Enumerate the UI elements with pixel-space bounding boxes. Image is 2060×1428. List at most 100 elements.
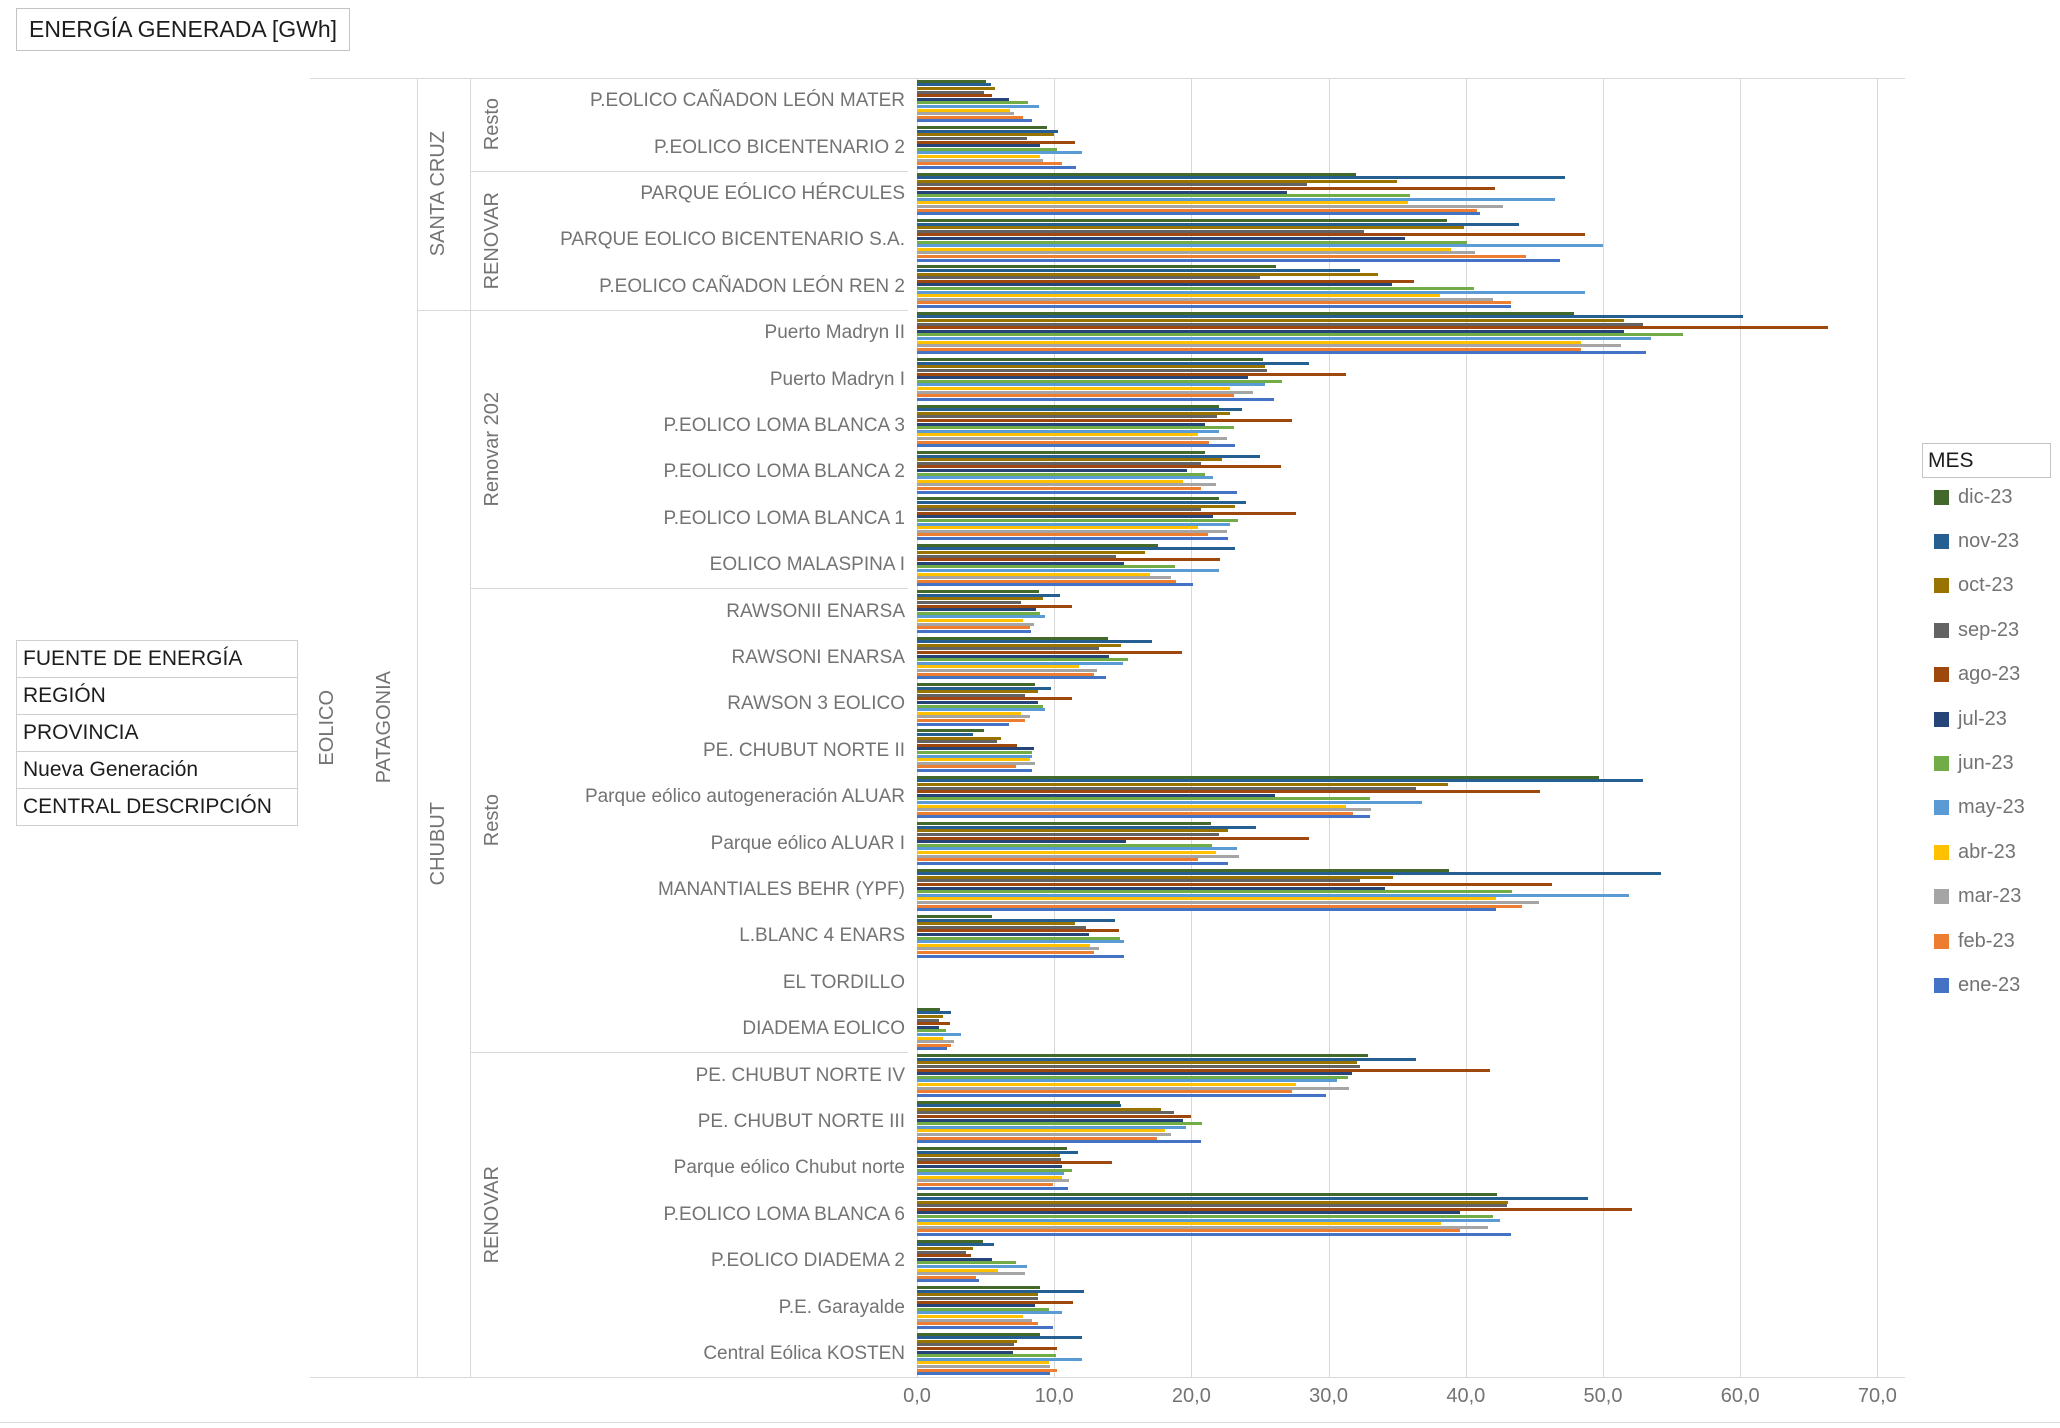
legend-title[interactable]: MES xyxy=(1922,443,2051,478)
legend-item-feb-23[interactable]: feb-23 xyxy=(1934,930,2015,952)
bar-mar-23[interactable] xyxy=(917,576,1171,580)
bar-sep-23[interactable] xyxy=(917,740,997,744)
bar-jun-23[interactable] xyxy=(917,1214,1494,1218)
bar-jul-23[interactable] xyxy=(917,422,1206,426)
bar-nov-23[interactable] xyxy=(917,315,1743,319)
bar-dic-23[interactable] xyxy=(917,1146,1067,1150)
legend-item-ago-23[interactable]: ago-23 xyxy=(1934,663,2020,686)
bar-oct-23[interactable] xyxy=(917,1246,974,1250)
bar-jun-23[interactable] xyxy=(917,333,1683,337)
bar-may-23[interactable] xyxy=(917,847,1237,851)
bar-feb-23[interactable] xyxy=(917,718,1026,722)
legend-item-abr-23[interactable]: abr-23 xyxy=(1934,841,2016,863)
bar-oct-23[interactable] xyxy=(917,411,1230,415)
bar-ene-23[interactable] xyxy=(917,165,1077,169)
bar-nov-23[interactable] xyxy=(917,408,1243,412)
bar-jul-23[interactable] xyxy=(917,840,1126,844)
bar-ago-23[interactable] xyxy=(917,929,1119,933)
legend-item-ene-23[interactable]: ene-23 xyxy=(1934,974,2020,996)
bar-ago-23[interactable] xyxy=(917,1022,950,1026)
bar-may-23[interactable] xyxy=(917,197,1555,201)
bar-sep-23[interactable] xyxy=(917,229,1365,233)
bar-feb-23[interactable] xyxy=(917,765,1016,769)
bar-may-23[interactable] xyxy=(917,1125,1186,1129)
bar-ago-23[interactable] xyxy=(917,233,1586,237)
bar-dic-23[interactable] xyxy=(917,218,1447,222)
bar-sep-23[interactable] xyxy=(917,1204,1507,1208)
bar-nov-23[interactable] xyxy=(917,779,1643,783)
bar-ago-23[interactable] xyxy=(917,279,1414,283)
bar-dic-23[interactable] xyxy=(917,682,1035,686)
bar-nov-23[interactable] xyxy=(917,732,974,736)
bar-nov-23[interactable] xyxy=(917,500,1247,504)
bar-mar-23[interactable] xyxy=(917,808,1372,812)
bar-ene-23[interactable] xyxy=(917,397,1274,401)
bar-jul-23[interactable] xyxy=(917,1118,1184,1122)
legend-item-may-23[interactable]: may-23 xyxy=(1934,796,2025,819)
legend-item-oct-23[interactable]: oct-23 xyxy=(1934,574,2014,597)
bar-sep-23[interactable] xyxy=(917,832,1219,836)
bar-feb-23[interactable] xyxy=(917,533,1208,537)
bar-oct-23[interactable] xyxy=(917,922,1075,926)
bar-jun-23[interactable] xyxy=(917,194,1410,198)
bar-feb-23[interactable] xyxy=(917,1368,1057,1372)
bar-abr-23[interactable] xyxy=(917,1361,1049,1365)
bar-ago-23[interactable] xyxy=(917,1068,1491,1072)
pivot-field-button-2[interactable]: REGIÓN xyxy=(16,677,298,715)
bar-nov-23[interactable] xyxy=(917,1289,1085,1293)
bar-dic-23[interactable] xyxy=(917,1239,983,1243)
bar-feb-23[interactable] xyxy=(917,1043,952,1047)
bar-nov-23[interactable] xyxy=(917,268,1361,272)
bar-mar-23[interactable] xyxy=(917,947,1100,951)
bar-may-23[interactable] xyxy=(917,661,1123,665)
bar-jun-23[interactable] xyxy=(917,565,1175,569)
bar-feb-23[interactable] xyxy=(917,440,1210,444)
bar-abr-23[interactable] xyxy=(917,433,1199,437)
bar-ene-23[interactable] xyxy=(917,490,1237,494)
bar-nov-23[interactable] xyxy=(917,872,1661,876)
bar-dic-23[interactable] xyxy=(917,404,1219,408)
pivot-field-button-4[interactable]: Nueva Generación xyxy=(16,751,298,789)
bar-ene-23[interactable] xyxy=(917,212,1480,216)
bar-mar-23[interactable] xyxy=(917,390,1254,394)
bar-jun-23[interactable] xyxy=(917,704,1044,708)
bar-abr-23[interactable] xyxy=(917,247,1451,251)
bar-feb-23[interactable] xyxy=(917,904,1523,908)
bar-abr-23[interactable] xyxy=(917,665,1079,669)
bar-ene-23[interactable] xyxy=(917,768,1033,772)
bar-dic-23[interactable] xyxy=(917,636,1108,640)
bar-may-23[interactable] xyxy=(917,522,1230,526)
bar-abr-23[interactable] xyxy=(917,1129,1166,1133)
bar-ene-23[interactable] xyxy=(917,722,1009,726)
bar-may-23[interactable] xyxy=(917,568,1219,572)
bar-jun-23[interactable] xyxy=(917,426,1234,430)
bar-dic-23[interactable] xyxy=(917,914,993,918)
bar-abr-23[interactable] xyxy=(917,572,1151,576)
bar-ago-23[interactable] xyxy=(917,140,1075,144)
bar-jul-23[interactable] xyxy=(917,190,1288,194)
bar-jun-23[interactable] xyxy=(917,240,1468,244)
bar-ago-23[interactable] xyxy=(917,1161,1112,1165)
bar-oct-23[interactable] xyxy=(917,690,1038,694)
bar-mar-23[interactable] xyxy=(917,1179,1070,1183)
bar-oct-23[interactable] xyxy=(917,1107,1162,1111)
bar-ene-23[interactable] xyxy=(917,1093,1326,1097)
bar-dic-23[interactable] xyxy=(917,543,1159,547)
bar-jun-23[interactable] xyxy=(917,1261,1016,1265)
bar-oct-23[interactable] xyxy=(917,736,1001,740)
pivot-field-button-5[interactable]: CENTRAL DESCRIPCIÓN xyxy=(16,788,298,826)
bar-ago-23[interactable] xyxy=(917,465,1281,469)
legend-item-mar-23[interactable]: mar-23 xyxy=(1934,885,2021,908)
bar-jul-23[interactable] xyxy=(917,1350,1014,1354)
bar-ago-23[interactable] xyxy=(917,650,1182,654)
bar-ago-23[interactable] xyxy=(917,882,1553,886)
bar-abr-23[interactable] xyxy=(917,804,1347,808)
bar-dic-23[interactable] xyxy=(917,497,1219,501)
bar-nov-23[interactable] xyxy=(917,640,1152,644)
bar-jul-23[interactable] xyxy=(917,700,1038,704)
bar-abr-23[interactable] xyxy=(917,154,1041,158)
bar-sep-23[interactable] xyxy=(917,925,1086,929)
bar-sep-23[interactable] xyxy=(917,1250,967,1254)
bar-may-23[interactable] xyxy=(917,1079,1337,1083)
bar-sep-23[interactable] xyxy=(917,554,1116,558)
